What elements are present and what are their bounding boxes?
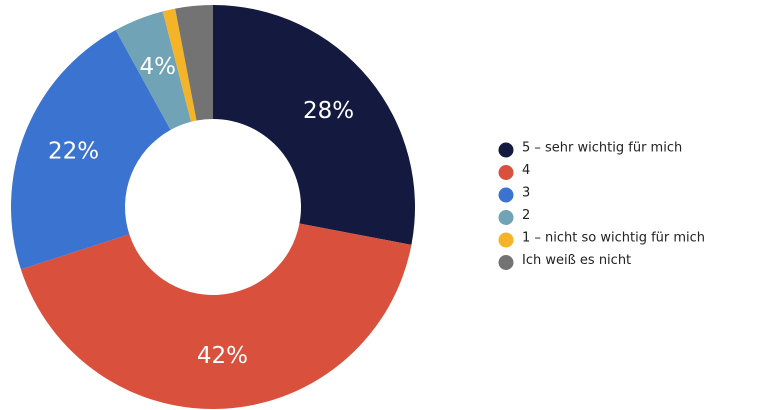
legend-marker xyxy=(498,255,514,270)
data-label: 22% xyxy=(48,138,99,164)
legend-label: 1 – nicht so wichtig für mich xyxy=(522,231,705,246)
donut-slice xyxy=(115,11,192,130)
donut-slice xyxy=(162,8,197,122)
legend-marker xyxy=(498,187,514,203)
legend-label: 4 xyxy=(522,163,530,178)
data-label: 4% xyxy=(140,54,177,80)
legend-marker xyxy=(498,142,514,158)
donut-slice xyxy=(175,5,213,121)
legend-marker xyxy=(498,232,514,248)
legend-label: 2 xyxy=(522,208,530,223)
donut-slice xyxy=(20,223,412,410)
legend-label: 5 – sehr wichtig für mich xyxy=(522,141,682,156)
donut-slice xyxy=(213,5,415,245)
legend-label: Ich weiß es nicht xyxy=(522,253,631,268)
data-label: 42% xyxy=(197,343,248,369)
legend-marker xyxy=(498,165,514,180)
donut-slice xyxy=(10,29,171,270)
legend-label: 3 xyxy=(522,186,530,201)
legend-marker xyxy=(498,210,514,225)
data-label: 28% xyxy=(303,98,354,124)
